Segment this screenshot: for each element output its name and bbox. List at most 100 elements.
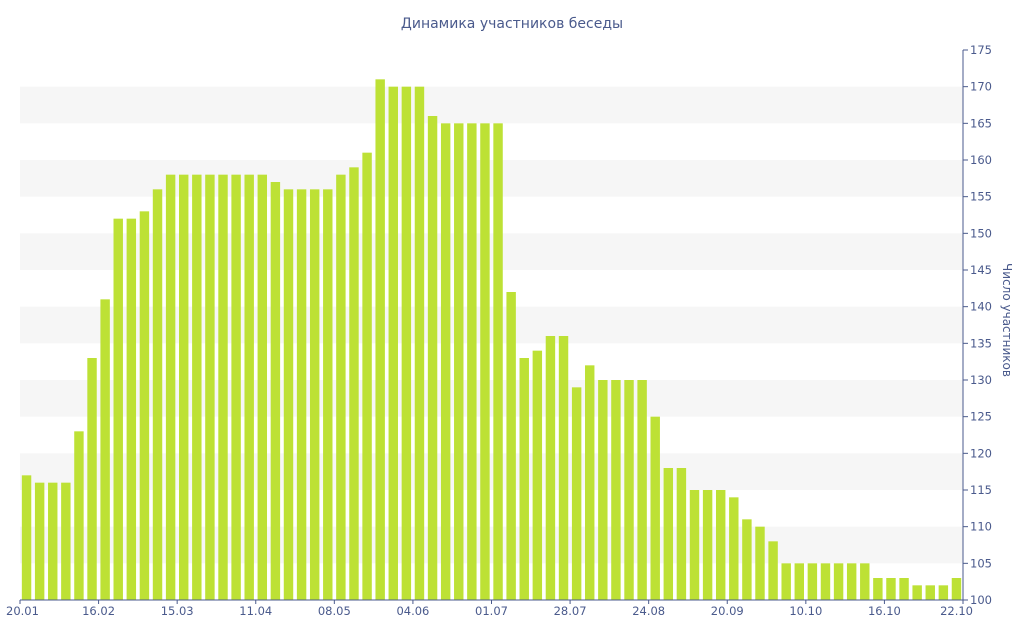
bar [323, 189, 333, 601]
bar [702, 490, 713, 600]
bar [283, 189, 294, 601]
y-tick-label: 100 [970, 593, 992, 607]
bar [61, 482, 71, 600]
bar [951, 578, 962, 600]
bar [532, 350, 543, 600]
bar [598, 380, 608, 600]
bar [165, 174, 176, 600]
grid-band [20, 160, 963, 197]
y-tick-label: 175 [970, 43, 992, 57]
grid-band [20, 526, 963, 564]
bar [113, 218, 123, 600]
bar [689, 490, 700, 600]
x-tick-label: 24.08 [632, 604, 665, 618]
bar [100, 299, 110, 600]
bar [440, 123, 451, 600]
bar [637, 380, 647, 600]
bar [257, 174, 268, 600]
bar [912, 585, 922, 600]
bar [231, 174, 241, 600]
bar [21, 475, 32, 600]
bar [886, 578, 896, 600]
bar [729, 497, 739, 600]
bar [349, 167, 359, 601]
bar [768, 541, 778, 600]
bar [650, 416, 660, 600]
bar [925, 585, 935, 600]
bar [34, 482, 45, 600]
bar [571, 387, 582, 600]
x-tick-label: 28.07 [554, 604, 587, 618]
bar [74, 431, 84, 600]
bar [309, 189, 320, 601]
x-tick-label: 20.09 [711, 604, 744, 618]
y-tick-label: 105 [970, 556, 992, 570]
y-tick-label: 165 [970, 116, 992, 130]
bar [807, 563, 818, 600]
bar [742, 519, 752, 600]
y-tick-label: 115 [970, 483, 992, 497]
x-tick-label: 15.03 [161, 604, 194, 618]
bar [336, 174, 346, 600]
x-tick-label: 08.05 [318, 604, 351, 618]
y-tick-label: 150 [970, 226, 992, 240]
bar [676, 468, 687, 600]
bar [624, 380, 634, 600]
bar [506, 292, 516, 600]
x-tick-label: 16.02 [82, 604, 115, 618]
bar [715, 490, 726, 600]
bar [87, 358, 97, 600]
bar [545, 336, 556, 600]
x-tick-label: 10.10 [789, 604, 822, 618]
x-tick-label: 16.10 [868, 604, 901, 618]
y-tick-label: 120 [970, 446, 992, 460]
bar [48, 482, 58, 600]
bar [585, 365, 595, 600]
bar [270, 182, 281, 600]
x-axis-ticks: 20.01 16.02 15.03 11.04 08.05 04.06 01.07 28.07… [6, 600, 973, 618]
bar [218, 174, 228, 600]
bar [846, 563, 857, 600]
bar [375, 79, 385, 601]
bar [873, 578, 883, 600]
x-tick-label: 20.01 [6, 604, 39, 618]
bar [401, 86, 412, 600]
bar [781, 563, 791, 600]
bar [152, 189, 163, 601]
bar [126, 218, 137, 600]
bar [480, 123, 490, 600]
bar [938, 585, 949, 600]
y-tick-label: 170 [970, 80, 992, 94]
grid-band [20, 380, 963, 417]
bar [663, 468, 674, 600]
bar [860, 563, 870, 600]
y-axis-ticks: 100 105 110 115 120 125 130 135 140 145 150 155 160 1… [963, 43, 992, 607]
bar [414, 86, 425, 600]
bar [755, 526, 765, 600]
x-tick-label: 11.04 [239, 604, 272, 618]
bar [794, 563, 804, 600]
grid-band [20, 453, 963, 490]
x-tick-label: 04.06 [396, 604, 429, 618]
x-tick-label: 01.07 [475, 604, 508, 618]
x-tick-label: 22.10 [940, 604, 973, 618]
y-tick-label: 125 [970, 410, 992, 424]
grid-band [20, 86, 963, 124]
bar [467, 123, 477, 600]
y-tick-label: 160 [970, 153, 992, 167]
bar [139, 211, 150, 601]
bar [205, 174, 215, 600]
bar [427, 116, 438, 600]
bar [558, 336, 569, 600]
bar [493, 123, 503, 600]
grid-band [20, 306, 963, 344]
y-tick-label: 110 [970, 520, 992, 534]
bar [192, 174, 202, 600]
bar [833, 563, 844, 600]
grid-band [20, 233, 963, 270]
bar [611, 380, 621, 600]
y-tick-label: 135 [970, 336, 992, 350]
y-axis-label: Число участников [1000, 263, 1014, 377]
chart-title: Динамика участников беседы [401, 16, 623, 32]
